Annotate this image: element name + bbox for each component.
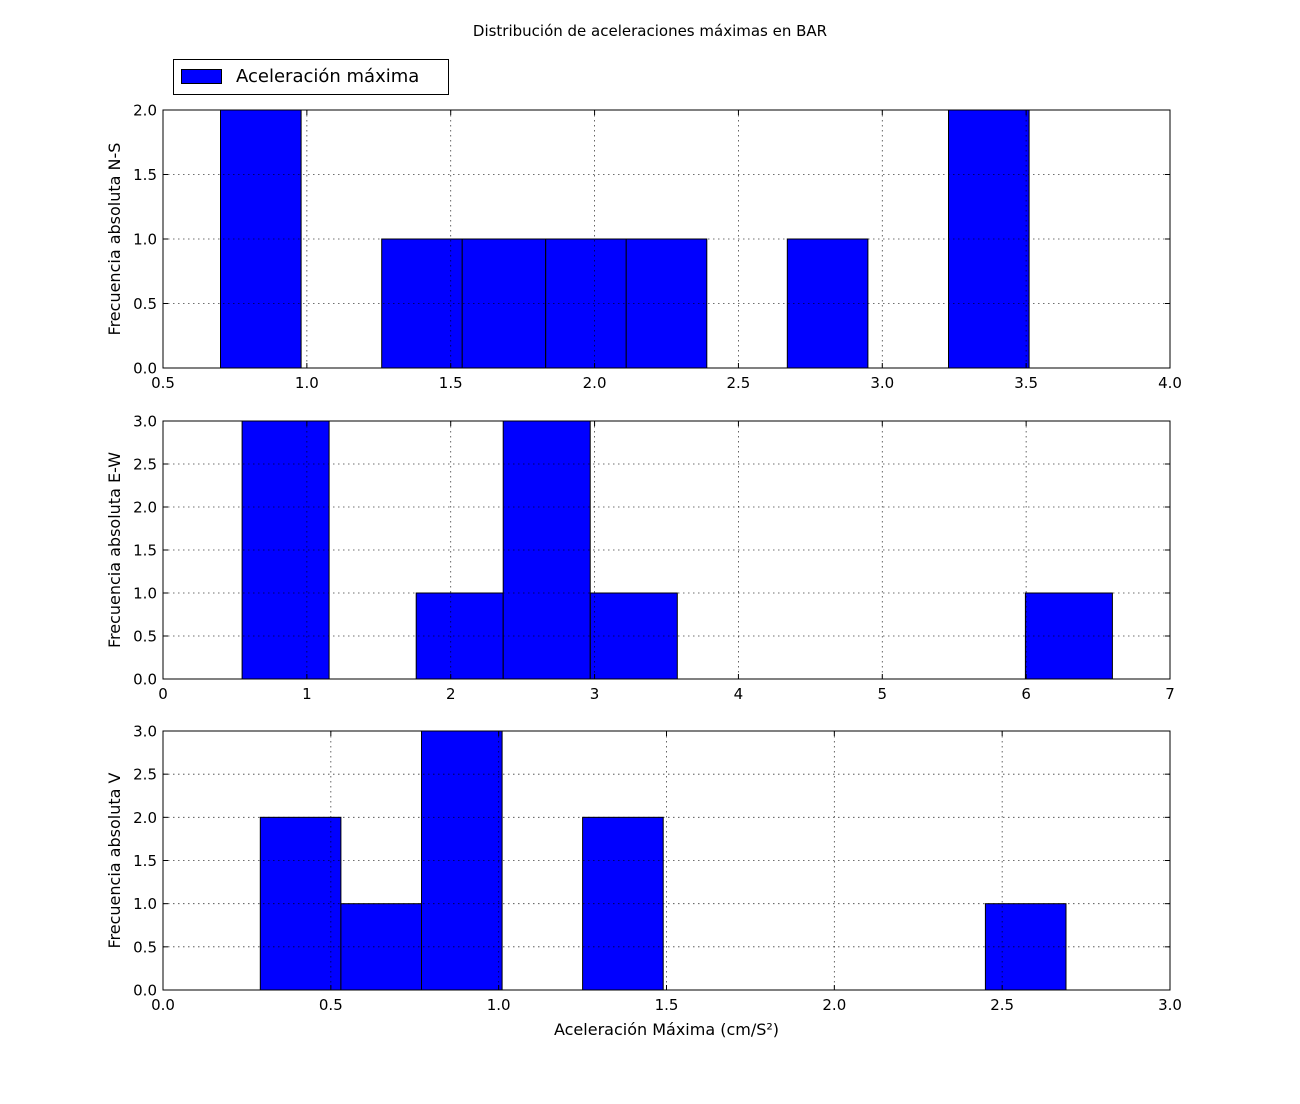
x-tick-label: 2.5	[726, 374, 750, 392]
x-tick-label: 6	[1021, 685, 1031, 703]
y-tick-label: 2.5	[133, 766, 157, 784]
x-tick-label: 4	[734, 685, 744, 703]
histogram-bar	[241, 420, 330, 680]
y-tick-label: 2.5	[133, 456, 157, 474]
y-tick-label: 3.0	[133, 723, 157, 741]
y-tick-label: 1.0	[133, 895, 157, 913]
y-axis-label: Frecuencia absoluta E-W	[105, 452, 124, 648]
x-tick-label: 0.5	[319, 996, 343, 1014]
x-tick-label: 2.0	[822, 996, 846, 1014]
x-tick-label: 3.0	[1158, 996, 1182, 1014]
y-tick-label: 0.0	[133, 671, 157, 689]
plot-frame	[162, 420, 1171, 680]
legend-swatch	[181, 69, 222, 84]
x-tick-label: 1.0	[487, 996, 511, 1014]
y-tick-label: 2.0	[133, 102, 157, 120]
x-tick-label: 3.5	[1014, 374, 1038, 392]
x-tick-label: 1	[302, 685, 312, 703]
y-tick-label: 0.0	[133, 360, 157, 378]
histogram-panel-2: 0 1 2 3 4 5 6 7 0.0 0.5 1.0 1.5 2.0 2.5 3.0 Frecuencia …	[105, 413, 1175, 704]
y-axis-label: Frecuencia absoluta V	[105, 772, 124, 948]
plot-frame	[162, 730, 1171, 991]
y-tick-label: 1.5	[133, 852, 157, 870]
x-axis-label: Aceleración Máxima (cm/S²)	[554, 1020, 779, 1039]
legend-label: Aceleración máxima	[236, 66, 419, 87]
y-tick-label: 1.5	[133, 542, 157, 560]
y-tick-label: 2.0	[133, 499, 157, 517]
x-tick-label: 5	[878, 685, 888, 703]
x-tick-label: 7	[1165, 685, 1175, 703]
plot-frame	[162, 109, 1171, 369]
y-tick-label: 0.0	[133, 982, 157, 1000]
legend: Aceleración máxima	[173, 59, 449, 95]
figure-title: Distribución de aceleraciones máximas en…	[473, 22, 827, 40]
y-tick-label: 3.0	[133, 413, 157, 431]
x-tick-label: 0.5	[151, 374, 175, 392]
x-tick-label: 0.0	[151, 996, 175, 1014]
x-tick-label: 1.5	[655, 996, 679, 1014]
y-tick-label: 1.5	[133, 166, 157, 184]
x-tick-label: 0	[158, 685, 168, 703]
y-tick-label: 1.0	[133, 231, 157, 249]
y-tick-label: 0.5	[133, 938, 157, 956]
y-tick-label: 1.0	[133, 585, 157, 603]
x-tick-label: 3.0	[870, 374, 894, 392]
histogram-panel-3: 0.0 0.5 1.0 1.5 2.0 2.5 3.0 0.0 0.5 1.0 1.5 2.0 2.5 3…	[105, 723, 1182, 1040]
histogram-bar	[502, 420, 591, 680]
histogram-panel-1: 0.5 1.0 1.5 2.0 2.5 3.0 3.5 4.00.00.51.01.52.0F…	[105, 102, 1182, 393]
x-tick-label: 2.0	[583, 374, 607, 392]
y-axis-label: Frecuencia absoluta N-S	[105, 143, 124, 336]
x-tick-label: 2	[446, 685, 456, 703]
x-tick-label: 1.0	[295, 374, 319, 392]
y-tick-label: 0.5	[133, 628, 157, 646]
x-tick-label: 3	[590, 685, 600, 703]
x-tick-label: 4.0	[1158, 374, 1182, 392]
y-tick-label: 2.0	[133, 809, 157, 827]
y-tick-label: 0.5	[133, 295, 157, 313]
x-tick-label: 1.5	[439, 374, 463, 392]
histogram-bar	[582, 816, 664, 991]
x-tick-label: 2.5	[990, 996, 1014, 1014]
